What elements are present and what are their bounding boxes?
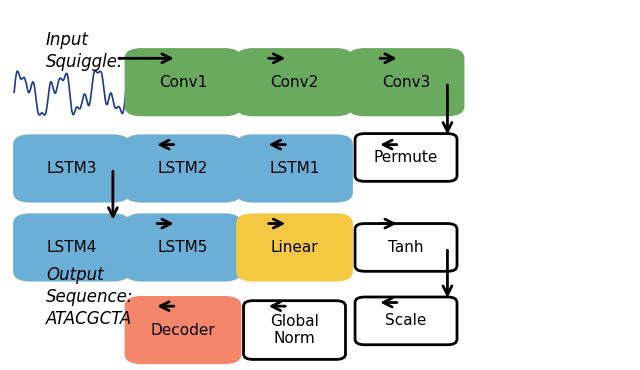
Text: Linear: Linear [271, 240, 318, 255]
FancyBboxPatch shape [125, 214, 241, 280]
FancyBboxPatch shape [14, 214, 129, 280]
FancyBboxPatch shape [349, 49, 463, 115]
Text: Scale: Scale [385, 313, 427, 328]
FancyBboxPatch shape [125, 135, 241, 202]
FancyBboxPatch shape [125, 297, 241, 363]
Text: LSTM3: LSTM3 [46, 161, 97, 176]
Text: Conv2: Conv2 [270, 75, 319, 90]
Text: LSTM2: LSTM2 [158, 161, 208, 176]
FancyBboxPatch shape [237, 49, 352, 115]
FancyBboxPatch shape [14, 135, 129, 202]
Text: LSTM4: LSTM4 [46, 240, 97, 255]
FancyBboxPatch shape [237, 135, 352, 202]
Text: Decoder: Decoder [150, 323, 216, 337]
Text: LSTM1: LSTM1 [269, 161, 320, 176]
Text: Conv3: Conv3 [382, 75, 430, 90]
Text: LSTM5: LSTM5 [158, 240, 208, 255]
FancyBboxPatch shape [244, 301, 346, 359]
Text: Input
Squiggle:: Input Squiggle: [46, 31, 124, 71]
FancyBboxPatch shape [355, 223, 457, 271]
Text: Output
Sequence:
ATACGCTA: Output Sequence: ATACGCTA [46, 266, 134, 328]
FancyBboxPatch shape [355, 297, 457, 345]
FancyBboxPatch shape [355, 134, 457, 181]
Text: Conv1: Conv1 [159, 75, 207, 90]
Text: Global
Norm: Global Norm [270, 314, 319, 346]
Text: Tanh: Tanh [388, 240, 424, 255]
Text: Permute: Permute [374, 150, 438, 165]
FancyBboxPatch shape [125, 49, 241, 115]
FancyBboxPatch shape [237, 214, 352, 280]
